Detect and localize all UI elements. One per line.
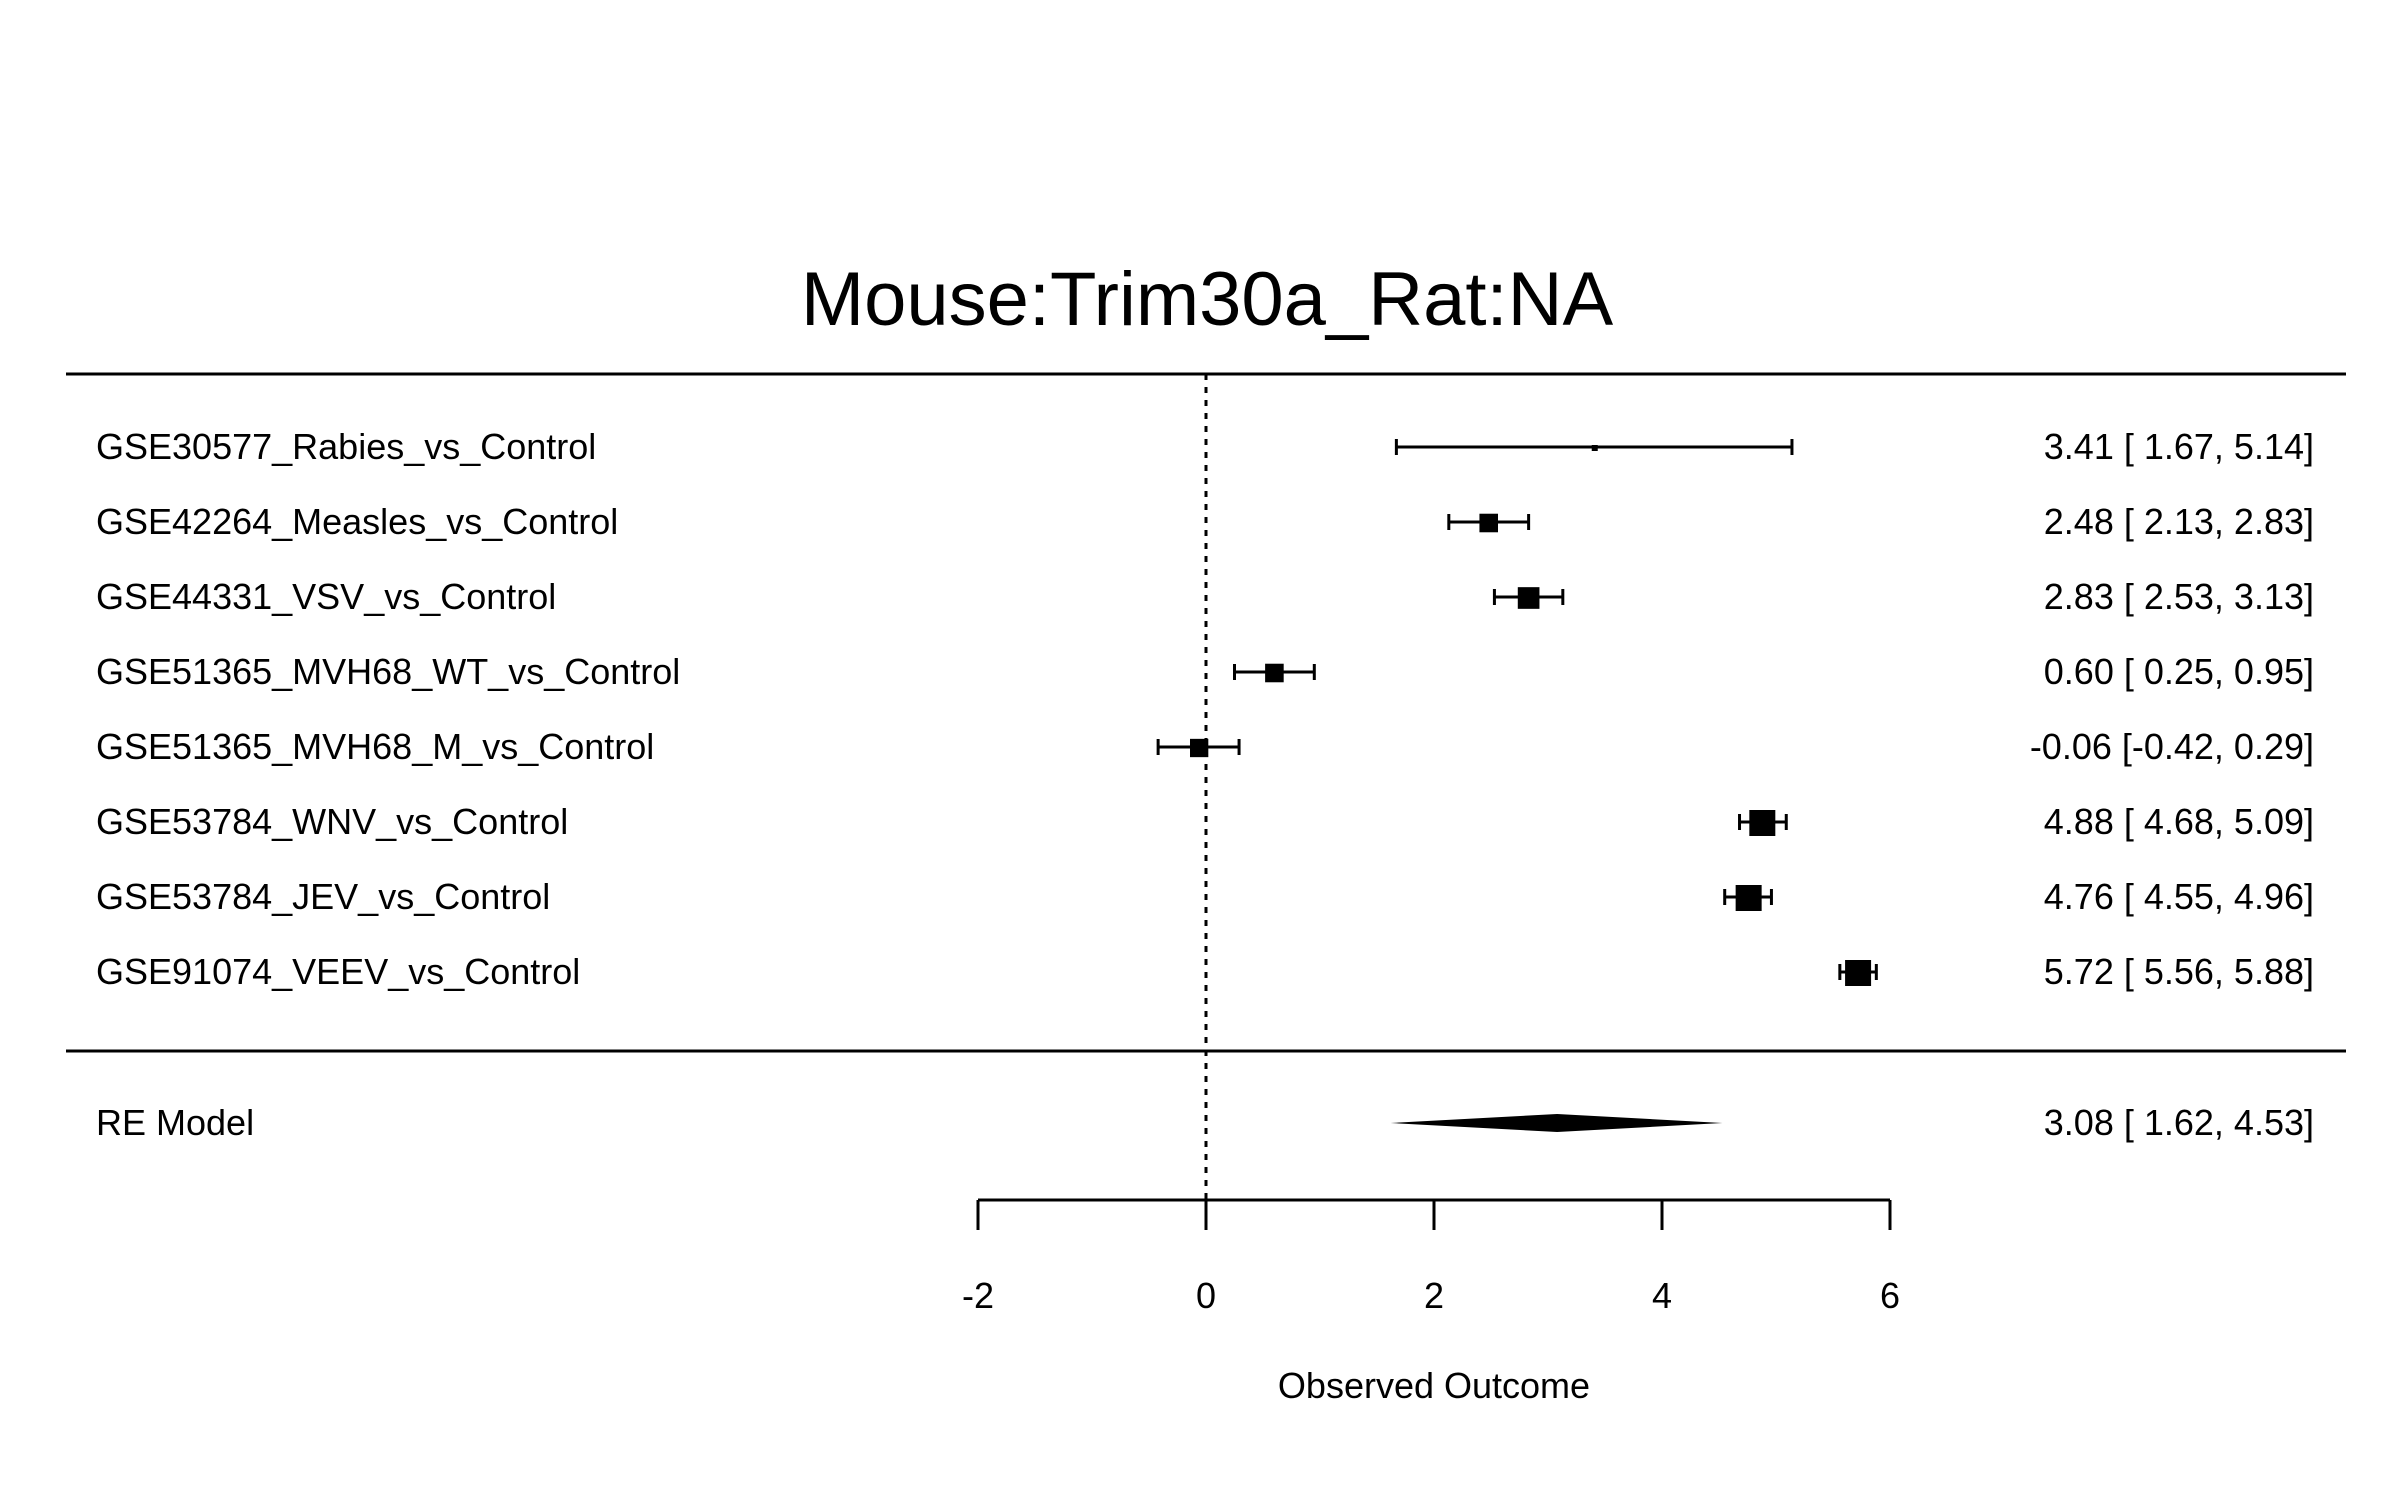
summary-estimate-text: 3.08 [ 1.62, 4.53] bbox=[2044, 1102, 2314, 1143]
study-estimate-text-5: 4.88 [ 4.68, 5.09] bbox=[2044, 801, 2314, 842]
study-estimate-text-3: 0.60 [ 0.25, 0.95] bbox=[2044, 651, 2314, 692]
study-label-3: GSE51365_MVH68_WT_vs_Control bbox=[96, 651, 680, 692]
summary-label: RE Model bbox=[96, 1102, 254, 1143]
study-label-6: GSE53784_JEV_vs_Control bbox=[96, 876, 550, 917]
study-label-7: GSE91074_VEEV_vs_Control bbox=[96, 951, 580, 992]
study-label-1: GSE42264_Measles_vs_Control bbox=[96, 501, 618, 542]
chart-title: Mouse:Trim30a_Rat:NA bbox=[801, 257, 1614, 342]
study-estimate-text-1: 2.48 [ 2.13, 2.83] bbox=[2044, 501, 2314, 542]
study-estimate-text-2: 2.83 [ 2.53, 3.13] bbox=[2044, 576, 2314, 617]
x-tick-label-3: 4 bbox=[1652, 1275, 1672, 1316]
x-tick-label-2: 2 bbox=[1424, 1275, 1444, 1316]
point-estimate-1 bbox=[1479, 513, 1499, 533]
study-label-4: GSE51365_MVH68_M_vs_Control bbox=[96, 726, 654, 767]
study-estimate-text-0: 3.41 [ 1.67, 5.14] bbox=[2044, 426, 2314, 467]
study-estimate-text-7: 5.72 [ 5.56, 5.88] bbox=[2044, 951, 2314, 992]
study-estimate-text-4: -0.06 [-0.42, 0.29] bbox=[2030, 726, 2314, 767]
summary-diamond bbox=[1390, 1114, 1723, 1132]
x-tick-label-1: 0 bbox=[1196, 1275, 1216, 1316]
point-estimate-2 bbox=[1517, 587, 1540, 609]
point-estimate-7 bbox=[1845, 960, 1872, 986]
study-estimate-text-6: 4.76 [ 4.55, 4.96] bbox=[2044, 876, 2314, 917]
study-label-2: GSE44331_VSV_vs_Control bbox=[96, 576, 556, 617]
point-estimate-3 bbox=[1265, 663, 1284, 683]
point-estimate-4 bbox=[1190, 738, 1209, 758]
point-estimate-0 bbox=[1591, 445, 1598, 451]
x-tick-label-0: -2 bbox=[962, 1275, 994, 1316]
study-label-5: GSE53784_WNV_vs_Control bbox=[96, 801, 568, 842]
x-axis-label: Observed Outcome bbox=[1278, 1365, 1590, 1406]
x-tick-label-4: 6 bbox=[1880, 1275, 1900, 1316]
study-label-0: GSE30577_Rabies_vs_Control bbox=[96, 426, 596, 467]
point-estimate-6 bbox=[1735, 885, 1762, 911]
point-estimate-5 bbox=[1749, 810, 1776, 836]
